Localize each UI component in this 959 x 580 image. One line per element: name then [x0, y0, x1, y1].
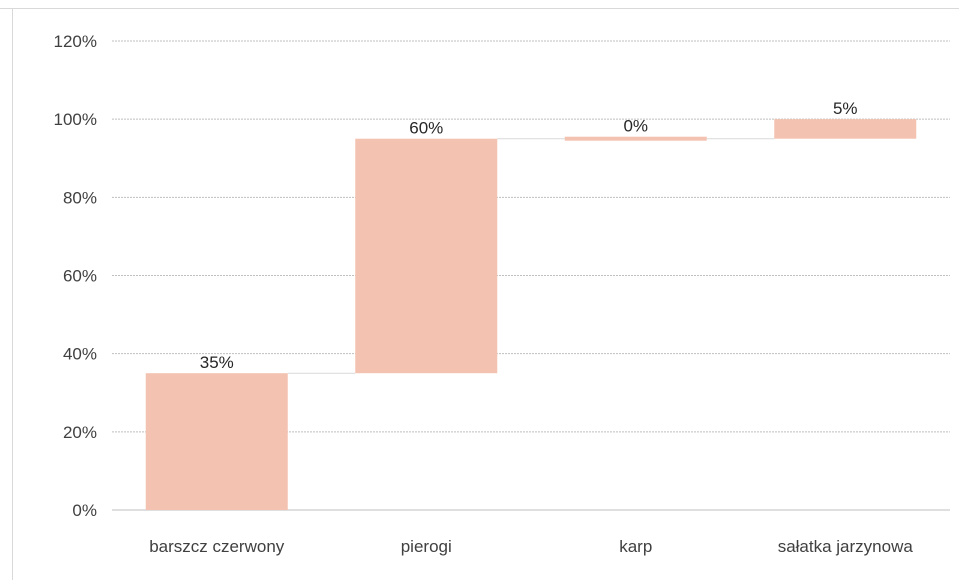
bars [145, 119, 917, 510]
data-labels: 35% 60% 0% 5% [200, 99, 858, 372]
x-category-label: karp [619, 537, 652, 556]
x-category-label: barszcz czerwony [149, 537, 285, 556]
data-label: 35% [200, 353, 234, 372]
bar [145, 373, 288, 510]
frame-left-border [12, 8, 13, 580]
frame-top-border [0, 8, 959, 9]
gridlines [112, 40, 950, 511]
y-tick-label: 80% [63, 188, 97, 207]
data-label: 5% [833, 99, 858, 118]
y-tick-label: 0% [72, 501, 97, 520]
y-axis-tick-labels: 0% 20% 40% 60% 80% 100% 120% [54, 32, 97, 520]
bar [564, 136, 707, 141]
bar [355, 138, 498, 374]
y-tick-label: 20% [63, 423, 97, 442]
bar-connectors [287, 138, 775, 374]
data-label: 0% [623, 117, 648, 136]
y-tick-label: 100% [54, 110, 97, 129]
x-category-label: sałatka jarzynowa [778, 537, 914, 556]
x-category-label: pierogi [401, 537, 452, 556]
bar [774, 119, 917, 139]
y-tick-label: 120% [54, 32, 97, 51]
x-axis-category-labels: barszcz czerwony pierogi karp sałatka jarzy… [149, 537, 913, 556]
y-tick-label: 40% [63, 345, 97, 364]
y-tick-label: 60% [63, 267, 97, 286]
data-label: 60% [409, 119, 443, 138]
